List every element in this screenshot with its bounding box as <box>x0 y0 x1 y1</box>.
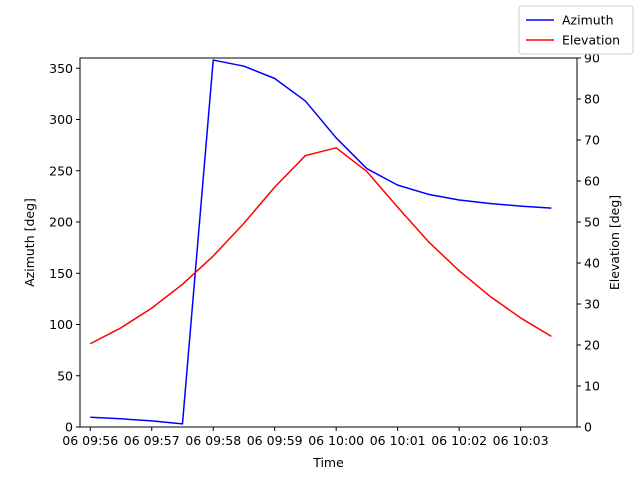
left-y-tick-label: 350 <box>49 61 73 76</box>
x-tick-label: 06 10:03 <box>493 433 549 448</box>
right-y-tick-label: 30 <box>584 297 600 312</box>
x-tick-label: 06 10:00 <box>308 433 364 448</box>
legend-box <box>518 5 634 55</box>
left-y-tick-label: 200 <box>49 215 73 230</box>
x-tick-label: 06 09:56 <box>62 433 118 448</box>
series-line-azimuth <box>90 59 552 425</box>
right-y-tick-label: 40 <box>584 256 600 271</box>
x-tick-label: 06 09:58 <box>185 433 241 448</box>
x-tick-label: 06 10:02 <box>431 433 487 448</box>
right-y-tick-label: 50 <box>584 215 600 230</box>
left-y-tick-label: 150 <box>49 266 73 281</box>
right-y-tick-label: 20 <box>584 338 600 353</box>
plot-frame <box>79 57 578 428</box>
left-y-tick-label: 100 <box>49 317 73 332</box>
right-y-tick-label: 10 <box>584 379 600 394</box>
legend-label-elevation: Elevation <box>562 33 620 48</box>
x-tick-label: 06 10:01 <box>370 433 426 448</box>
x-tick-label: 06 09:57 <box>124 433 180 448</box>
x-axis: 06 09:56 06 09:57 06 09:58 06 09:59 06 10:00… <box>62 427 549 448</box>
series-line-elevation <box>89 147 552 345</box>
left-y-axis: 0 50 100 150 200 250 300 350 <box>49 61 80 435</box>
right-y-tick-label: 70 <box>584 133 600 148</box>
left-y-tick-label: 250 <box>49 163 73 178</box>
right-y-tick-label: 60 <box>584 174 600 189</box>
legend-label-azimuth: Azimuth <box>562 13 614 28</box>
right-y-tick-label: 80 <box>584 92 600 107</box>
x-axis-title: Time <box>312 455 344 470</box>
right-y-tick-label: 0 <box>584 420 592 435</box>
legend: Azimuth Elevation <box>518 5 634 55</box>
left-y-tick-label: 50 <box>57 368 73 383</box>
plot-area <box>89 59 552 425</box>
left-y-axis-title: Azimuth [deg] <box>22 198 37 287</box>
left-y-tick-label: 300 <box>49 112 73 127</box>
x-tick-label: 06 09:59 <box>247 433 303 448</box>
left-y-tick-label: 0 <box>65 420 73 435</box>
right-y-axis-title: Elevation [deg] <box>607 195 622 290</box>
